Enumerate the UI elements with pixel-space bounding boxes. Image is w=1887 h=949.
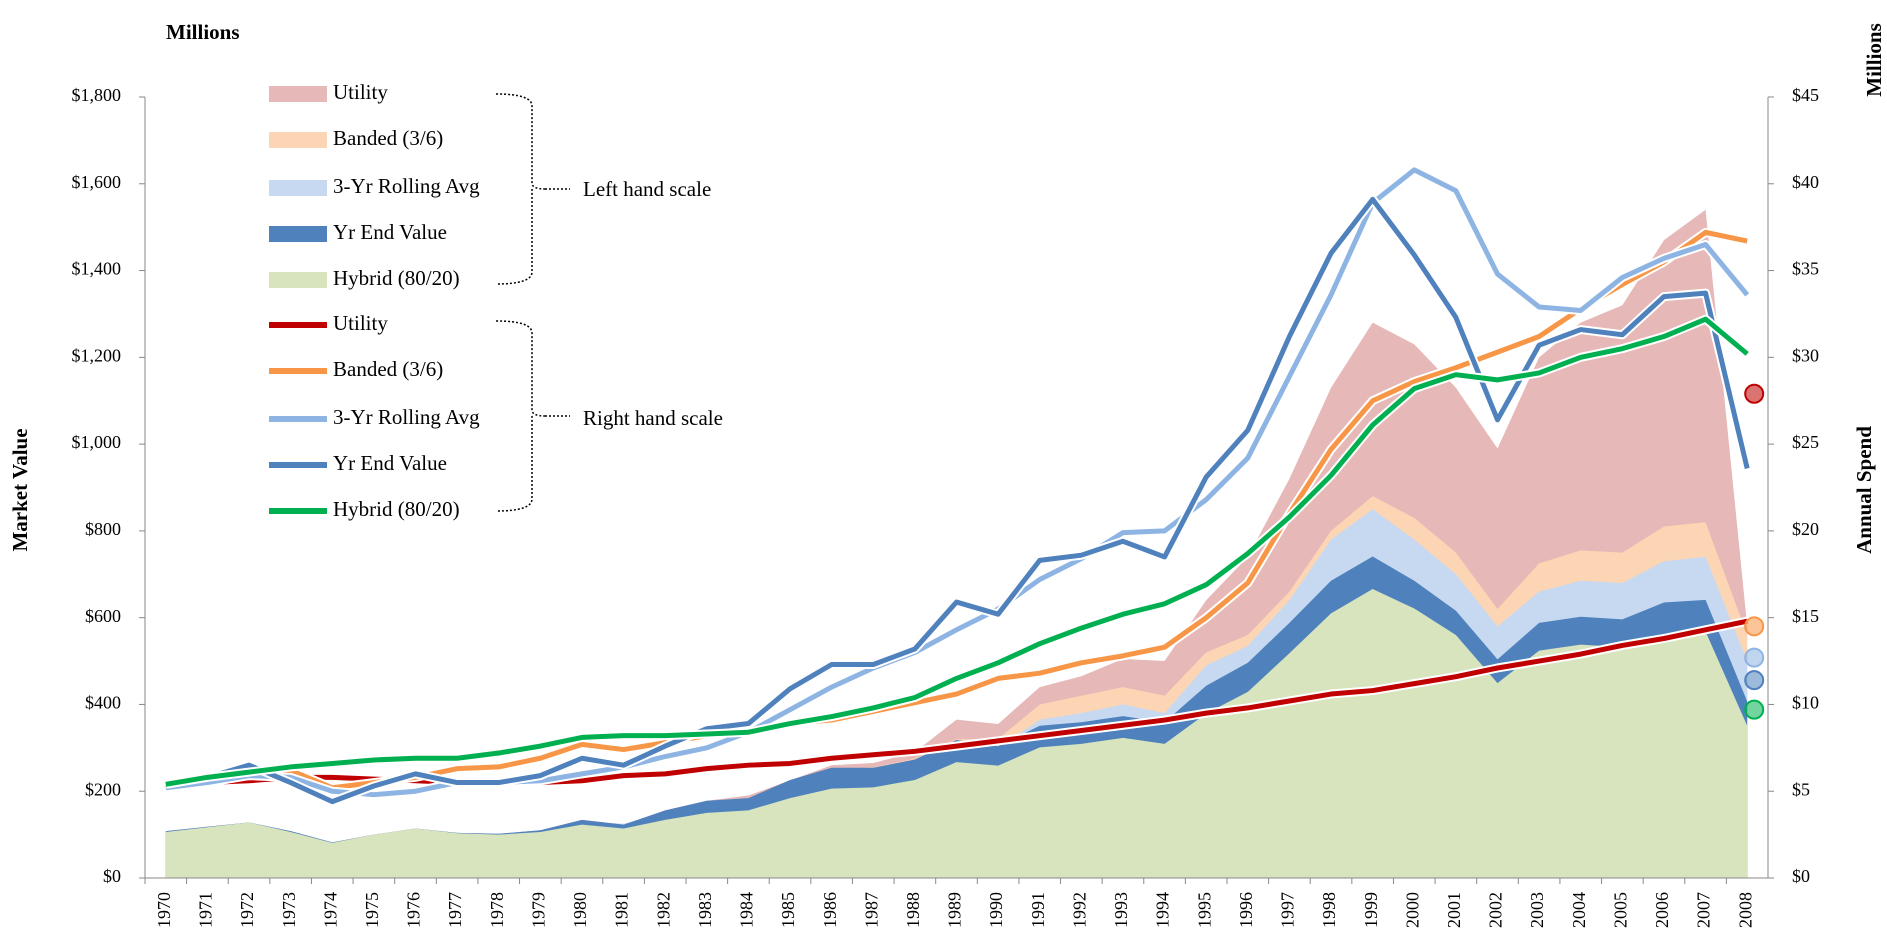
legend-swatch	[269, 272, 327, 288]
x-tick-label: 1981	[612, 892, 632, 928]
y-axis-title: Market Value	[8, 428, 32, 551]
y2-tick-label: $45	[1792, 85, 1819, 105]
legend-label: 3-Yr Rolling Avg	[333, 405, 480, 429]
legend-label: Yr End Value	[333, 451, 447, 475]
line	[165, 316, 1749, 787]
x-tick-label: 1998	[1319, 892, 1339, 928]
legend-label: Yr End Value	[333, 220, 447, 244]
x-tick-label: 2007	[1694, 892, 1714, 928]
y-tick-label: $1,600	[72, 172, 122, 192]
x-tick-label: 1973	[279, 892, 299, 928]
y2-tick-label: $0	[1792, 866, 1810, 886]
y2-tick-label: $5	[1792, 779, 1810, 799]
end-marker	[1744, 699, 1765, 720]
x-tick-label: 2005	[1610, 892, 1630, 928]
y-tick-label: $1,000	[72, 432, 122, 452]
x-tick-label: 1977	[445, 892, 465, 928]
end-marker	[1744, 647, 1765, 668]
y2-tick-label: $10	[1792, 693, 1819, 713]
y-tick-label: $1,200	[72, 345, 122, 365]
legend-label: Utility	[333, 311, 388, 335]
x-tick-label: 2004	[1569, 892, 1589, 928]
y2-tick-label: $15	[1792, 606, 1819, 626]
x-tick-label: 2001	[1444, 892, 1464, 928]
x-tick-label: 1975	[362, 892, 382, 928]
end-marker	[1744, 670, 1765, 691]
x-tick-label: 1971	[196, 892, 216, 928]
y-tick-label: $400	[85, 693, 121, 713]
x-tick-label: 1972	[237, 892, 257, 928]
y2-tick-label: $20	[1792, 519, 1819, 539]
x-tick-label: 2000	[1402, 892, 1422, 928]
x-tick-label: 1989	[945, 892, 965, 928]
legend-label: Utility	[333, 80, 388, 104]
x-tick-label: 1990	[986, 892, 1006, 928]
x-tick-label: 1992	[1069, 892, 1089, 928]
x-tick-label: 1997	[1278, 892, 1298, 928]
legend-swatch	[269, 180, 327, 196]
y-tick-label: $0	[103, 866, 121, 886]
legend-bracket	[495, 93, 546, 285]
y-tick-label: $1,400	[72, 259, 122, 279]
x-tick-label: 1980	[570, 892, 590, 928]
x-tick-label: 2006	[1652, 892, 1672, 928]
y-tick-label: $200	[85, 779, 121, 799]
x-tick-label: 1970	[154, 892, 174, 928]
end-marker	[1744, 616, 1765, 637]
y2-tick-label: $35	[1792, 259, 1819, 279]
x-tick-label: 1996	[1236, 892, 1256, 928]
y2-tick-label: $25	[1792, 432, 1819, 452]
x-tick-label: 1986	[820, 892, 840, 928]
x-tick-label: 1976	[404, 892, 424, 928]
right-unit-title: Millions	[1862, 23, 1886, 97]
end-marker	[1744, 383, 1765, 404]
legend-swatch	[269, 226, 327, 242]
y2-axis-title: Annual Spend	[1852, 426, 1876, 554]
line	[165, 196, 1750, 805]
x-tick-label: 1985	[778, 892, 798, 928]
y-tick-label: $600	[85, 606, 121, 626]
x-tick-label: 2002	[1486, 892, 1506, 928]
line	[165, 618, 1748, 789]
legend-label: 3-Yr Rolling Avg	[333, 174, 480, 198]
line	[165, 167, 1750, 798]
scale-note: Left hand scale	[583, 177, 711, 201]
x-tick-label: 1991	[1028, 892, 1048, 928]
x-tick-label: 1995	[1194, 892, 1214, 928]
legend-label: Banded (3/6)	[333, 126, 443, 150]
legend-label: Banded (3/6)	[333, 357, 443, 381]
x-tick-label: 1999	[1361, 892, 1381, 928]
legend-bracket	[495, 320, 546, 512]
x-tick-label: 2003	[1527, 892, 1547, 928]
y2-tick-label: $40	[1792, 172, 1819, 192]
left-unit-title: Millions	[166, 20, 240, 44]
area	[165, 589, 1748, 878]
x-tick-label: 1987	[861, 892, 881, 928]
x-tick-label: 1984	[737, 892, 757, 928]
scale-note: Right hand scale	[583, 406, 723, 430]
legend-label: Hybrid (80/20)	[333, 497, 460, 521]
x-tick-label: 1978	[487, 892, 507, 928]
x-tick-label: 1974	[320, 892, 340, 928]
legend-swatch	[269, 86, 327, 102]
plot-area	[139, 96, 1774, 884]
x-tick-label: 1994	[1153, 892, 1173, 928]
y-tick-label: $800	[85, 519, 121, 539]
legend-swatch	[269, 132, 327, 148]
legend: Utility Banded (3/6) 3-Yr Rolling Avg Yr En…	[269, 80, 723, 521]
y2-tick-label: $30	[1792, 345, 1819, 365]
x-tick-label: 1983	[695, 892, 715, 928]
x-tick-label: 1979	[528, 892, 548, 928]
x-tick-label: 1988	[903, 892, 923, 928]
x-tick-label: 2008	[1735, 892, 1755, 928]
x-tick-label: 1993	[1111, 892, 1131, 928]
x-tick-label: 1982	[653, 892, 673, 928]
legend-label: Hybrid (80/20)	[333, 266, 460, 290]
y-tick-label: $1,800	[72, 85, 122, 105]
